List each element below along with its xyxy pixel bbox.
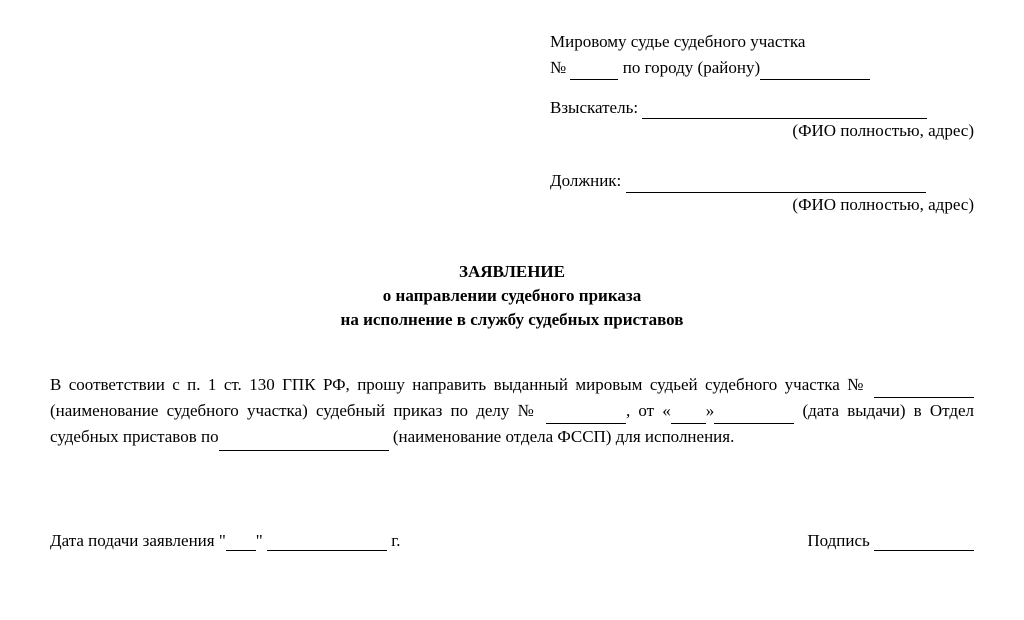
signature-fill[interactable]: [874, 550, 974, 551]
city-label: по городу (району): [623, 58, 760, 77]
date-label: Дата подачи заявления: [50, 531, 215, 550]
body-part-1: В соответствии с п. 1 ст. 130 ГПК РФ, пр…: [50, 375, 867, 394]
claimant-note: (ФИО полностью, адрес): [550, 121, 974, 141]
debtor-label: Должник:: [550, 171, 621, 190]
submit-month-fill[interactable]: [267, 550, 387, 551]
date-block: Дата подачи заявления " " г.: [50, 531, 401, 551]
footer: Дата подачи заявления " " г. Подпись: [50, 531, 974, 551]
debtor-fill[interactable]: [626, 192, 926, 193]
year-suffix: г.: [391, 531, 400, 550]
signature-label: Подпись: [807, 531, 869, 550]
debtor-note: (ФИО полностью, адрес): [550, 195, 974, 215]
judge-line-2: № по городу (району): [550, 56, 974, 80]
body-part-3: , от: [626, 401, 654, 420]
month-fill[interactable]: [714, 423, 794, 424]
claimant-row: Взыскатель:: [550, 96, 974, 120]
district-number-fill[interactable]: [570, 79, 618, 80]
title-line-1: ЗАЯВЛЕНИЕ: [50, 260, 974, 284]
judge-line-1: Мировому судье судебного участка: [550, 30, 974, 54]
dq-close: ": [256, 531, 263, 550]
recipient-header: Мировому судье судебного участка № по го…: [550, 30, 974, 215]
claimant-fill[interactable]: [642, 118, 927, 119]
signature-block: Подпись: [807, 531, 974, 551]
claimant-label: Взыскатель:: [550, 98, 638, 117]
city-fill[interactable]: [760, 79, 870, 80]
application-body: В соответствии с п. 1 ст. 130 ГПК РФ, пр…: [50, 372, 974, 451]
body-part-5: (наименование отдела ФССП) для исполнени…: [393, 427, 735, 446]
body-part-2: (наименование судебного участка) судебны…: [50, 401, 538, 420]
day-fill[interactable]: [671, 423, 706, 424]
quote-open: «: [662, 401, 671, 420]
title-line-2: о направлении судебного приказа: [50, 284, 974, 308]
number-label: №: [550, 58, 566, 77]
quote-close: »: [706, 401, 715, 420]
dq-open: ": [219, 531, 226, 550]
title-line-3: на исполнение в службу судебных приставо…: [50, 308, 974, 332]
case-number-fill[interactable]: [546, 423, 626, 424]
fssp-dept-fill[interactable]: [219, 450, 389, 451]
submit-day-fill[interactable]: [226, 550, 256, 551]
document-title: ЗАЯВЛЕНИЕ о направлении судебного приказ…: [50, 260, 974, 331]
debtor-row: Должник:: [550, 169, 974, 193]
district-number-body-fill[interactable]: [874, 397, 974, 398]
